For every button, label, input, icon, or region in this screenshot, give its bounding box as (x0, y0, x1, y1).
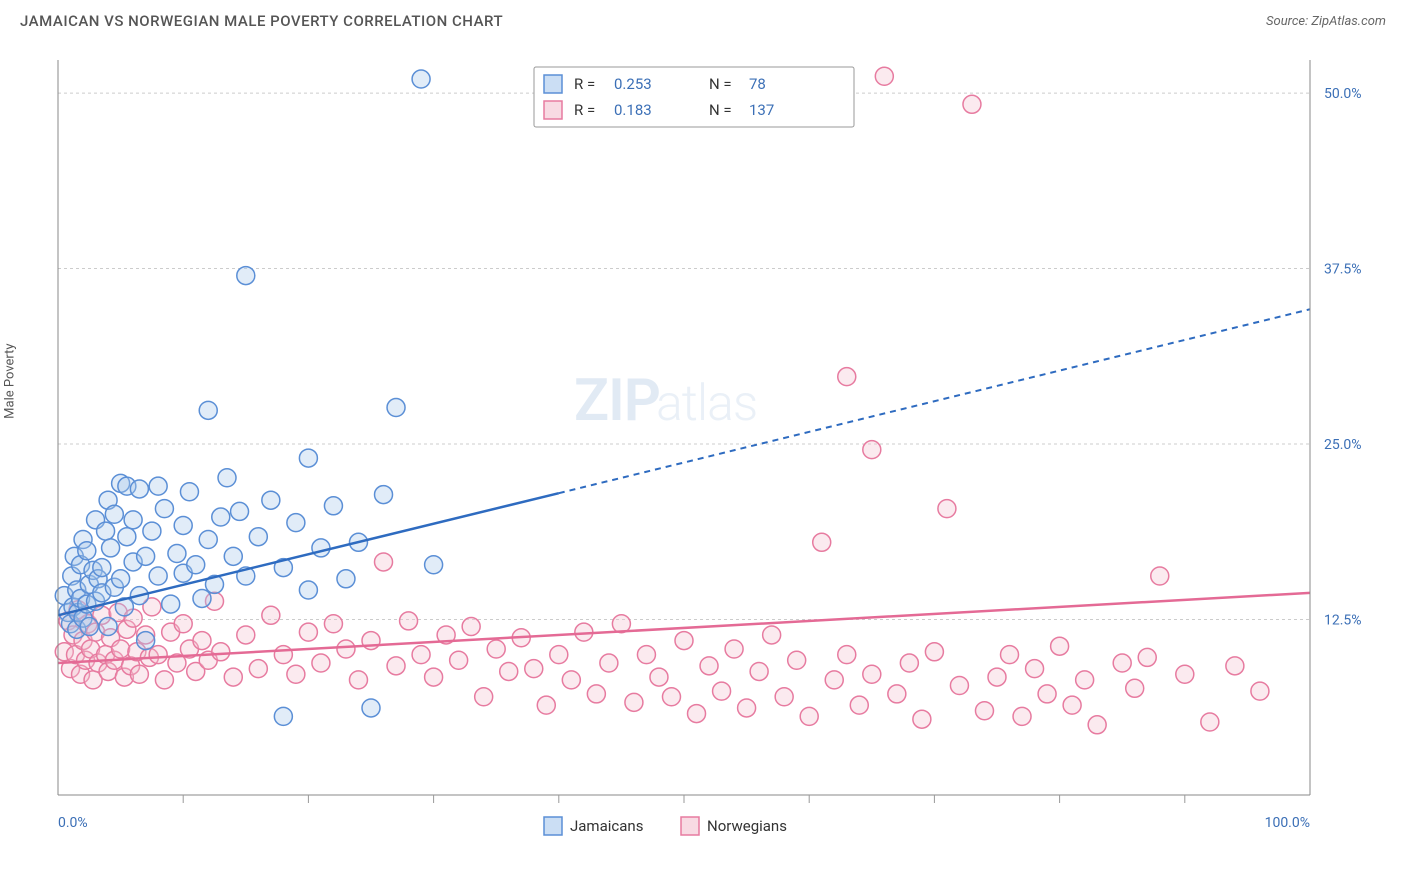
x-tick-label: 0.0% (58, 815, 88, 831)
correlation-scatter-chart: ZIPatlas 0.0% 100.0% 12.5% 25.0% 37.5% 50.0% R … (20, 45, 1386, 852)
legend-n-label: N = (709, 101, 732, 119)
legend-r-value: 0.183 (614, 101, 652, 119)
chart-title: JAMAICAN VS NORWEGIAN MALE POVERTY CORRE… (20, 12, 503, 30)
legend-r-label: R = (574, 75, 595, 93)
legend-n-value: 78 (749, 75, 766, 93)
y-tick-label: 25.0% (1324, 437, 1362, 453)
legend-swatch (544, 817, 562, 835)
legend-swatch (544, 101, 562, 119)
x-tick-label: 100.0% (1265, 815, 1310, 831)
y-axis-label: Male Poverty (3, 343, 18, 418)
legend-swatch (681, 817, 699, 835)
legend-r-label: R = (574, 101, 595, 119)
y-tick-label: 37.5% (1324, 262, 1362, 278)
legend-n-label: N = (709, 75, 732, 93)
watermark: ZIPatlas (574, 367, 757, 435)
legend-n-value: 137 (749, 101, 774, 119)
legend-r-value: 0.253 (614, 75, 652, 93)
y-tick-label: 50.0% (1324, 86, 1362, 102)
legend-series-label: Jamaicans (570, 817, 643, 835)
y-tick-label: 12.5% (1324, 613, 1362, 629)
legend-swatch (544, 75, 562, 93)
legend-series-label: Norwegians (707, 817, 787, 835)
chart-source: Source: ZipAtlas.com (1266, 14, 1386, 29)
